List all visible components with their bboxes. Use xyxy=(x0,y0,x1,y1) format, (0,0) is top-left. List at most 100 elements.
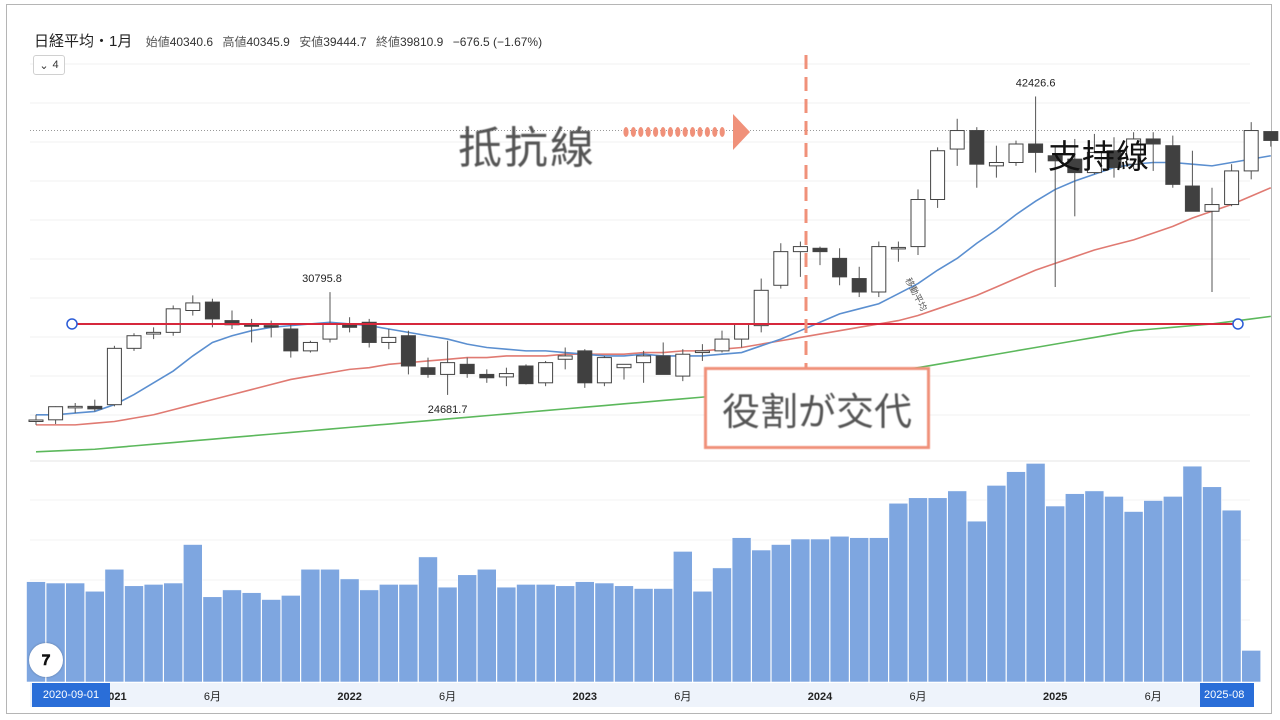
candle-body xyxy=(792,246,808,253)
volume-bar xyxy=(888,502,909,683)
volume-bar xyxy=(339,578,360,683)
legend-count: 4 xyxy=(52,59,59,71)
volume-bar xyxy=(1143,500,1163,683)
volume-bar xyxy=(829,535,850,683)
candle-body xyxy=(538,362,554,384)
volume-bar xyxy=(770,544,791,683)
volume-bar xyxy=(1084,490,1105,683)
volume-bar xyxy=(163,582,183,683)
volume-bar xyxy=(947,490,968,683)
candle-body xyxy=(1243,130,1259,172)
price-labels: 30795.8 24681.7 42426.6 xyxy=(302,77,1055,415)
candle-body xyxy=(400,335,416,367)
price-label-high-2024: 42426.6 xyxy=(1016,77,1056,89)
volume-bar xyxy=(1221,509,1242,683)
x-axis-band xyxy=(30,683,1252,707)
candle-body xyxy=(1224,170,1240,206)
overlay-lines: 移動平均 xyxy=(66,55,1244,368)
volume-bar xyxy=(927,497,948,683)
candle-body xyxy=(185,302,201,312)
candle-body xyxy=(87,405,103,410)
volume-bar xyxy=(731,537,752,683)
candle-body xyxy=(1047,155,1063,162)
close-label: 終値 xyxy=(375,35,400,49)
candle-body xyxy=(126,335,142,349)
volume-bar xyxy=(496,586,517,683)
volume-bar xyxy=(320,568,340,683)
role-swap-annotation: 役割が交代 xyxy=(704,367,930,449)
volume-bar xyxy=(810,538,830,683)
volume-bar xyxy=(202,596,223,683)
arrow-dot xyxy=(690,127,696,137)
candle-body xyxy=(1008,143,1024,163)
x-tick-label: 2022 xyxy=(337,691,361,703)
candle-body xyxy=(832,257,848,278)
candle-body xyxy=(48,406,64,421)
volume-bar xyxy=(908,497,928,683)
candle-body xyxy=(283,328,299,352)
candle-body xyxy=(1086,151,1102,174)
volume-bar xyxy=(1104,496,1124,683)
volume-bar xyxy=(418,556,438,683)
candle-body xyxy=(675,353,691,377)
arrow-dot xyxy=(638,127,644,137)
candle-body xyxy=(1204,204,1220,212)
candle-body xyxy=(988,162,1004,167)
candle-body xyxy=(322,323,338,340)
candle-body xyxy=(381,336,397,343)
resistance-handle-right xyxy=(1232,318,1244,330)
volume-bar xyxy=(633,588,654,683)
candle-body xyxy=(420,367,436,375)
arrow-dot xyxy=(660,127,666,137)
candle-body xyxy=(263,325,279,328)
volume-bar xyxy=(986,485,1007,683)
x-tick-label: 6月 xyxy=(439,691,456,703)
volume-bar xyxy=(672,551,693,683)
candle-body xyxy=(459,363,475,375)
arrow-head-icon xyxy=(733,114,750,150)
volume-bar xyxy=(751,549,772,683)
volume-bar xyxy=(457,574,478,683)
high-label: 高値 xyxy=(222,35,247,49)
volume-bars xyxy=(26,463,1261,683)
ma-long-line xyxy=(35,315,1271,453)
arrow-dot xyxy=(623,127,629,137)
volume-bar xyxy=(653,588,674,683)
volume-bar xyxy=(1182,465,1203,683)
volume-bar xyxy=(555,585,576,683)
open-label: 始値 xyxy=(145,35,170,49)
range-end-date: 2025-08 xyxy=(1200,683,1254,707)
arrow-dot xyxy=(712,127,718,137)
candle-body xyxy=(812,247,828,253)
candle-body xyxy=(910,199,926,248)
candle-body xyxy=(694,350,710,354)
tradingview-logo[interactable]: 𝟕 xyxy=(29,643,63,677)
candle-body xyxy=(518,365,534,385)
volume-bar xyxy=(574,581,595,683)
candle-body xyxy=(753,289,769,327)
volume-bar xyxy=(85,590,105,683)
candle-body xyxy=(440,362,456,375)
arrow-dot xyxy=(630,127,637,137)
volume-bar xyxy=(437,586,458,683)
candle-body xyxy=(244,324,260,327)
volume-bar xyxy=(1025,463,1046,683)
candle-body xyxy=(557,355,573,360)
x-tick-label: 2023 xyxy=(573,691,597,703)
volume-bar xyxy=(1065,493,1085,683)
volume-bar xyxy=(143,584,164,683)
candle-body xyxy=(146,331,162,335)
legend-toggle-button[interactable]: ⌄ 4 xyxy=(33,55,65,75)
volume-bar xyxy=(398,584,419,683)
volume-bar xyxy=(378,584,399,683)
volume-bar xyxy=(241,592,262,683)
volume-bar xyxy=(712,567,732,683)
volume-bar xyxy=(692,590,713,683)
x-tick-label: 6月 xyxy=(1145,691,1162,703)
candle-body xyxy=(1184,185,1200,212)
candle-body xyxy=(1145,138,1161,145)
arrow-dot xyxy=(675,127,681,137)
range-start-date: 2020-09-01 xyxy=(32,683,110,707)
candle-body xyxy=(28,419,44,422)
